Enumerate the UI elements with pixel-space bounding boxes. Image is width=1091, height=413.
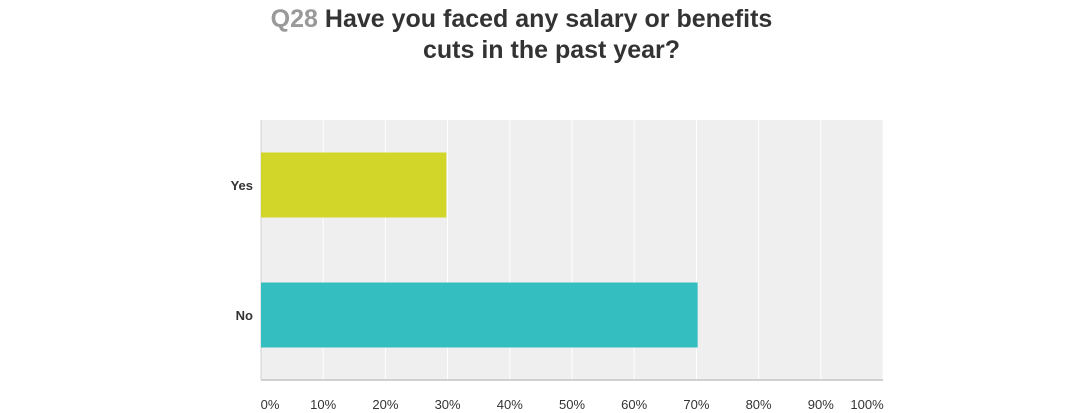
chart-title: Q28 Have you faced any salary or benefit… <box>0 4 1091 66</box>
x-tick-label: 80% <box>746 397 772 412</box>
question-text-line-2: cuts in the past year? <box>422 36 681 64</box>
x-tick-label: 60% <box>621 397 647 412</box>
x-tick-label: 30% <box>435 397 461 412</box>
x-tick-label: 50% <box>559 397 585 412</box>
x-tick-label: 40% <box>497 397 523 412</box>
x-tick-label: 10% <box>310 397 336 412</box>
bar-no <box>261 282 698 348</box>
question-number: Q28 <box>270 5 318 33</box>
x-tick-label: 70% <box>683 397 709 412</box>
bar-yes <box>261 152 447 218</box>
question-text-line-1: Have you faced any salary or benefits <box>324 5 773 33</box>
x-tick-label: 90% <box>808 397 834 412</box>
x-tick-label: 0% <box>261 397 280 412</box>
category-label-no: No <box>236 308 253 323</box>
title-line-1: Q28 Have you faced any salary or benefit… <box>0 4 1091 35</box>
x-tick-label: 100% <box>850 397 884 412</box>
category-label-yes: Yes <box>231 178 253 193</box>
x-tick-label: 20% <box>372 397 398 412</box>
